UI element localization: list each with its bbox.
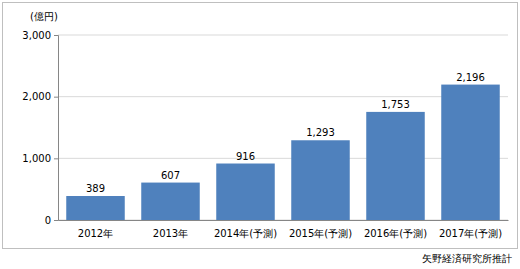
y-tick-mark	[54, 97, 58, 98]
grid-line	[58, 220, 508, 221]
chart-frame	[3, 3, 518, 249]
x-tick-label: 2014年(予測)	[214, 228, 277, 239]
bars	[66, 85, 500, 220]
x-tick-label: 2017年(予測)	[439, 228, 502, 239]
y-axis-title: (億円)	[30, 11, 58, 22]
grid-line	[58, 158, 508, 159]
y-tick: 0	[45, 215, 58, 226]
bar	[441, 85, 500, 220]
x-tick: 2014年(予測)	[214, 220, 277, 239]
x-tick: 2012年	[78, 220, 113, 239]
x-axis-line	[59, 220, 509, 221]
y-tick-label: 2,000	[22, 91, 51, 102]
y-tick: 3,000	[22, 30, 58, 41]
bar	[66, 196, 125, 220]
x-tick: 2015年(予測)	[289, 220, 352, 239]
bar	[366, 112, 425, 220]
x-tick: 2016年(予測)	[364, 220, 427, 239]
y-tick: 1,000	[22, 153, 58, 164]
data-label: 1,753	[381, 99, 410, 110]
data-label: 389	[86, 183, 105, 194]
y-tick-mark	[54, 220, 58, 221]
bar	[216, 164, 275, 220]
data-labels: 389 607 916 1,293 1,753 2,196	[86, 72, 485, 194]
y-tick-label: 1,000	[22, 153, 51, 164]
y-tick: 2,000	[22, 91, 58, 102]
grid-line	[58, 96, 508, 97]
grid	[58, 35, 508, 220]
data-label: 1,293	[306, 127, 335, 138]
x-tick-label: 2015年(予測)	[289, 228, 352, 239]
x-tick-label: 2013年	[153, 228, 188, 239]
x-tick-label: 2012年	[78, 228, 113, 239]
chart: 0 1,000 2,000 3,000 2012年 2013年 2014年(予測) 2015年…	[0, 0, 520, 269]
x-axis: 2012年 2013年 2014年(予測) 2015年(予測) 2016年(予測) 201…	[59, 220, 509, 239]
x-tick-label: 2016年(予測)	[364, 228, 427, 239]
data-label: 607	[161, 170, 180, 181]
bar	[291, 140, 350, 220]
y-tick-mark	[54, 158, 58, 159]
y-axis-line	[54, 36, 59, 221]
x-tick: 2017年(予測)	[439, 220, 502, 239]
data-label: 916	[236, 151, 255, 162]
grid-line	[58, 35, 508, 36]
plot: 0 1,000 2,000 3,000 2012年 2013年 2014年(予測) 2015年…	[22, 30, 508, 239]
y-tick-mark	[54, 35, 58, 36]
y-tick-label: 0	[45, 215, 51, 226]
y-axis: 0 1,000 2,000 3,000	[22, 30, 58, 226]
x-tick: 2013年	[153, 220, 188, 239]
y-tick-label: 3,000	[22, 30, 51, 41]
source-note: 矢野経済研究所推計	[422, 253, 512, 264]
data-label: 2,196	[456, 72, 485, 83]
bar	[141, 183, 200, 220]
